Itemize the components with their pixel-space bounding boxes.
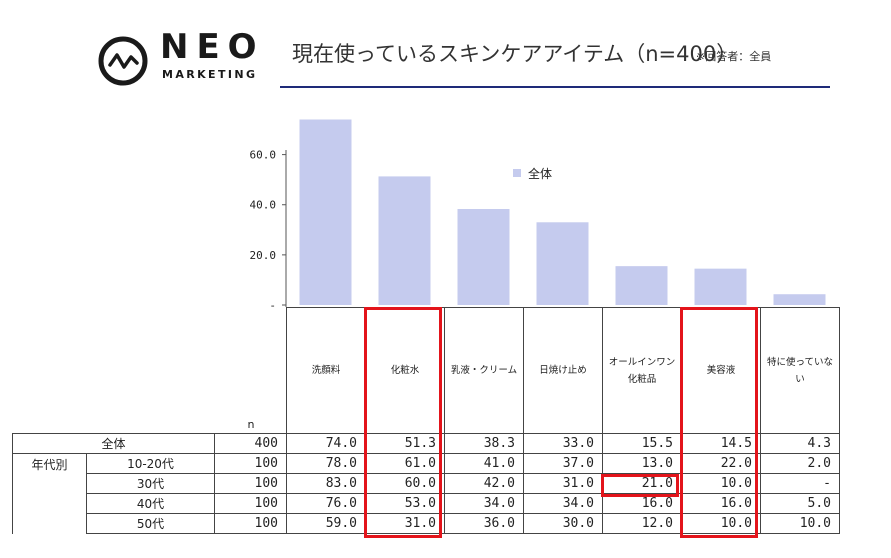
respondent-note: ※回答者：全員 bbox=[696, 50, 772, 63]
table-cell: 30.0 bbox=[523, 513, 603, 534]
table-cell: 22.0 bbox=[681, 453, 761, 474]
bar-6 bbox=[694, 268, 747, 305]
table-cell: 61.0 bbox=[365, 453, 445, 474]
row-label: 50代 bbox=[86, 513, 215, 534]
table-cell: 38.3 bbox=[444, 433, 524, 454]
bar-4 bbox=[536, 222, 589, 305]
header-blank bbox=[13, 308, 215, 434]
table-cell: 31.0 bbox=[365, 513, 445, 534]
bar-2 bbox=[378, 176, 431, 305]
column-header: 特に使っていない bbox=[760, 307, 840, 434]
table-cell: 2.0 bbox=[760, 453, 840, 474]
group-label: 年代別 bbox=[12, 453, 87, 534]
table-cell: 78.0 bbox=[286, 453, 366, 474]
table-cell: 51.3 bbox=[365, 433, 445, 454]
table-row: 40代 100 76.0 53.0 34.0 34.0 16.0 16.0 5.0 bbox=[13, 493, 840, 514]
table-cell: 13.0 bbox=[602, 453, 682, 474]
table-row: 50代 100 59.0 31.0 36.0 30.0 12.0 10.0 10.0 bbox=[13, 513, 840, 534]
table-row: 全体 400 74.0 51.3 38.3 33.0 15.5 14.5 4.3 bbox=[12, 433, 840, 454]
y-tick-label: 40.0 bbox=[250, 199, 277, 212]
table-cell: 14.5 bbox=[681, 433, 761, 454]
column-header: 美容液 bbox=[681, 307, 761, 434]
row-n: 400 bbox=[214, 433, 287, 454]
data-table: n 洗顔料 化粧水 乳液・クリーム 日焼け止め オールインワン 化粧品 美容液 特に使っていない… bbox=[12, 307, 840, 534]
table-cell: 31.0 bbox=[523, 473, 603, 494]
row-label: 40代 bbox=[86, 493, 215, 514]
column-header: オールインワン 化粧品 bbox=[602, 307, 682, 434]
table-cell: 12.0 bbox=[602, 513, 682, 534]
table-cell: 10.0 bbox=[760, 513, 840, 534]
column-header: 日焼け止め bbox=[523, 307, 603, 434]
table-cell: 60.0 bbox=[365, 473, 445, 494]
table-row: 30代 100 83.0 60.0 42.0 31.0 21.0 10.0- bbox=[13, 473, 840, 494]
table-cell: 34.0 bbox=[523, 493, 603, 514]
table-cell: 10.0 bbox=[681, 513, 761, 534]
table-cell: 10.0 bbox=[681, 473, 761, 494]
table-cell: 41.0 bbox=[444, 453, 524, 474]
row-n: 100 bbox=[214, 473, 287, 494]
brand-sub: MARKETING bbox=[162, 68, 258, 81]
neo-logo-icon bbox=[98, 36, 148, 86]
y-tick-label: 60.0 bbox=[250, 149, 277, 162]
table-cell: 5.0 bbox=[760, 493, 840, 514]
bar-5 bbox=[615, 266, 668, 305]
column-header: 洗顔料 bbox=[286, 307, 366, 434]
row-label: 全体 bbox=[12, 433, 215, 454]
table-cell: 36.0 bbox=[444, 513, 524, 534]
table-header-row: n 洗顔料 化粧水 乳液・クリーム 日焼け止め オールインワン 化粧品 美容液 特に使っていない bbox=[13, 307, 840, 434]
y-tick-label: 20.0 bbox=[250, 249, 277, 262]
header-n: n bbox=[214, 307, 287, 434]
row-n: 100 bbox=[214, 453, 287, 474]
table-cell: 74.0 bbox=[286, 433, 366, 454]
table-cell: 42.0 bbox=[444, 473, 524, 494]
table-cell: 83.0 bbox=[286, 473, 366, 494]
row-label: 10-20代 bbox=[86, 453, 215, 474]
table-cell: 33.0 bbox=[523, 433, 603, 454]
title-underline bbox=[280, 86, 830, 88]
bar-3 bbox=[457, 208, 510, 305]
column-header: 乳液・クリーム bbox=[444, 307, 524, 434]
legend-swatch bbox=[513, 169, 521, 177]
table-cell: 37.0 bbox=[523, 453, 603, 474]
legend-label: 全体 bbox=[528, 166, 552, 181]
table-cell: 76.0 bbox=[286, 493, 366, 514]
table-cell: 53.0 bbox=[365, 493, 445, 514]
table-cell: 34.0 bbox=[444, 493, 524, 514]
table-cell: 4.3 bbox=[760, 433, 840, 454]
table-cell: 15.5 bbox=[602, 433, 682, 454]
row-n: 100 bbox=[214, 493, 287, 514]
table-cell: 59.0 bbox=[286, 513, 366, 534]
row-n: 100 bbox=[214, 513, 287, 534]
table-cell: 16.0 bbox=[681, 493, 761, 514]
bar-1 bbox=[299, 119, 352, 305]
table-cell: 21.0 bbox=[602, 473, 682, 494]
column-header: 化粧水 bbox=[365, 307, 445, 434]
table-cell: - bbox=[760, 473, 840, 494]
bar-7 bbox=[773, 294, 826, 305]
page-title: 現在使っているスキンケアアイテム（n=400） bbox=[292, 42, 738, 66]
table-row: 年代別 10-20代 100 78.0 61.0 41.0 37.0 13.0 22.0 2.0 bbox=[12, 453, 840, 534]
row-label: 30代 bbox=[86, 473, 215, 494]
brand-name: NEO bbox=[160, 27, 265, 67]
table-cell: 16.0 bbox=[602, 493, 682, 514]
y-tick-label: - bbox=[269, 299, 276, 312]
